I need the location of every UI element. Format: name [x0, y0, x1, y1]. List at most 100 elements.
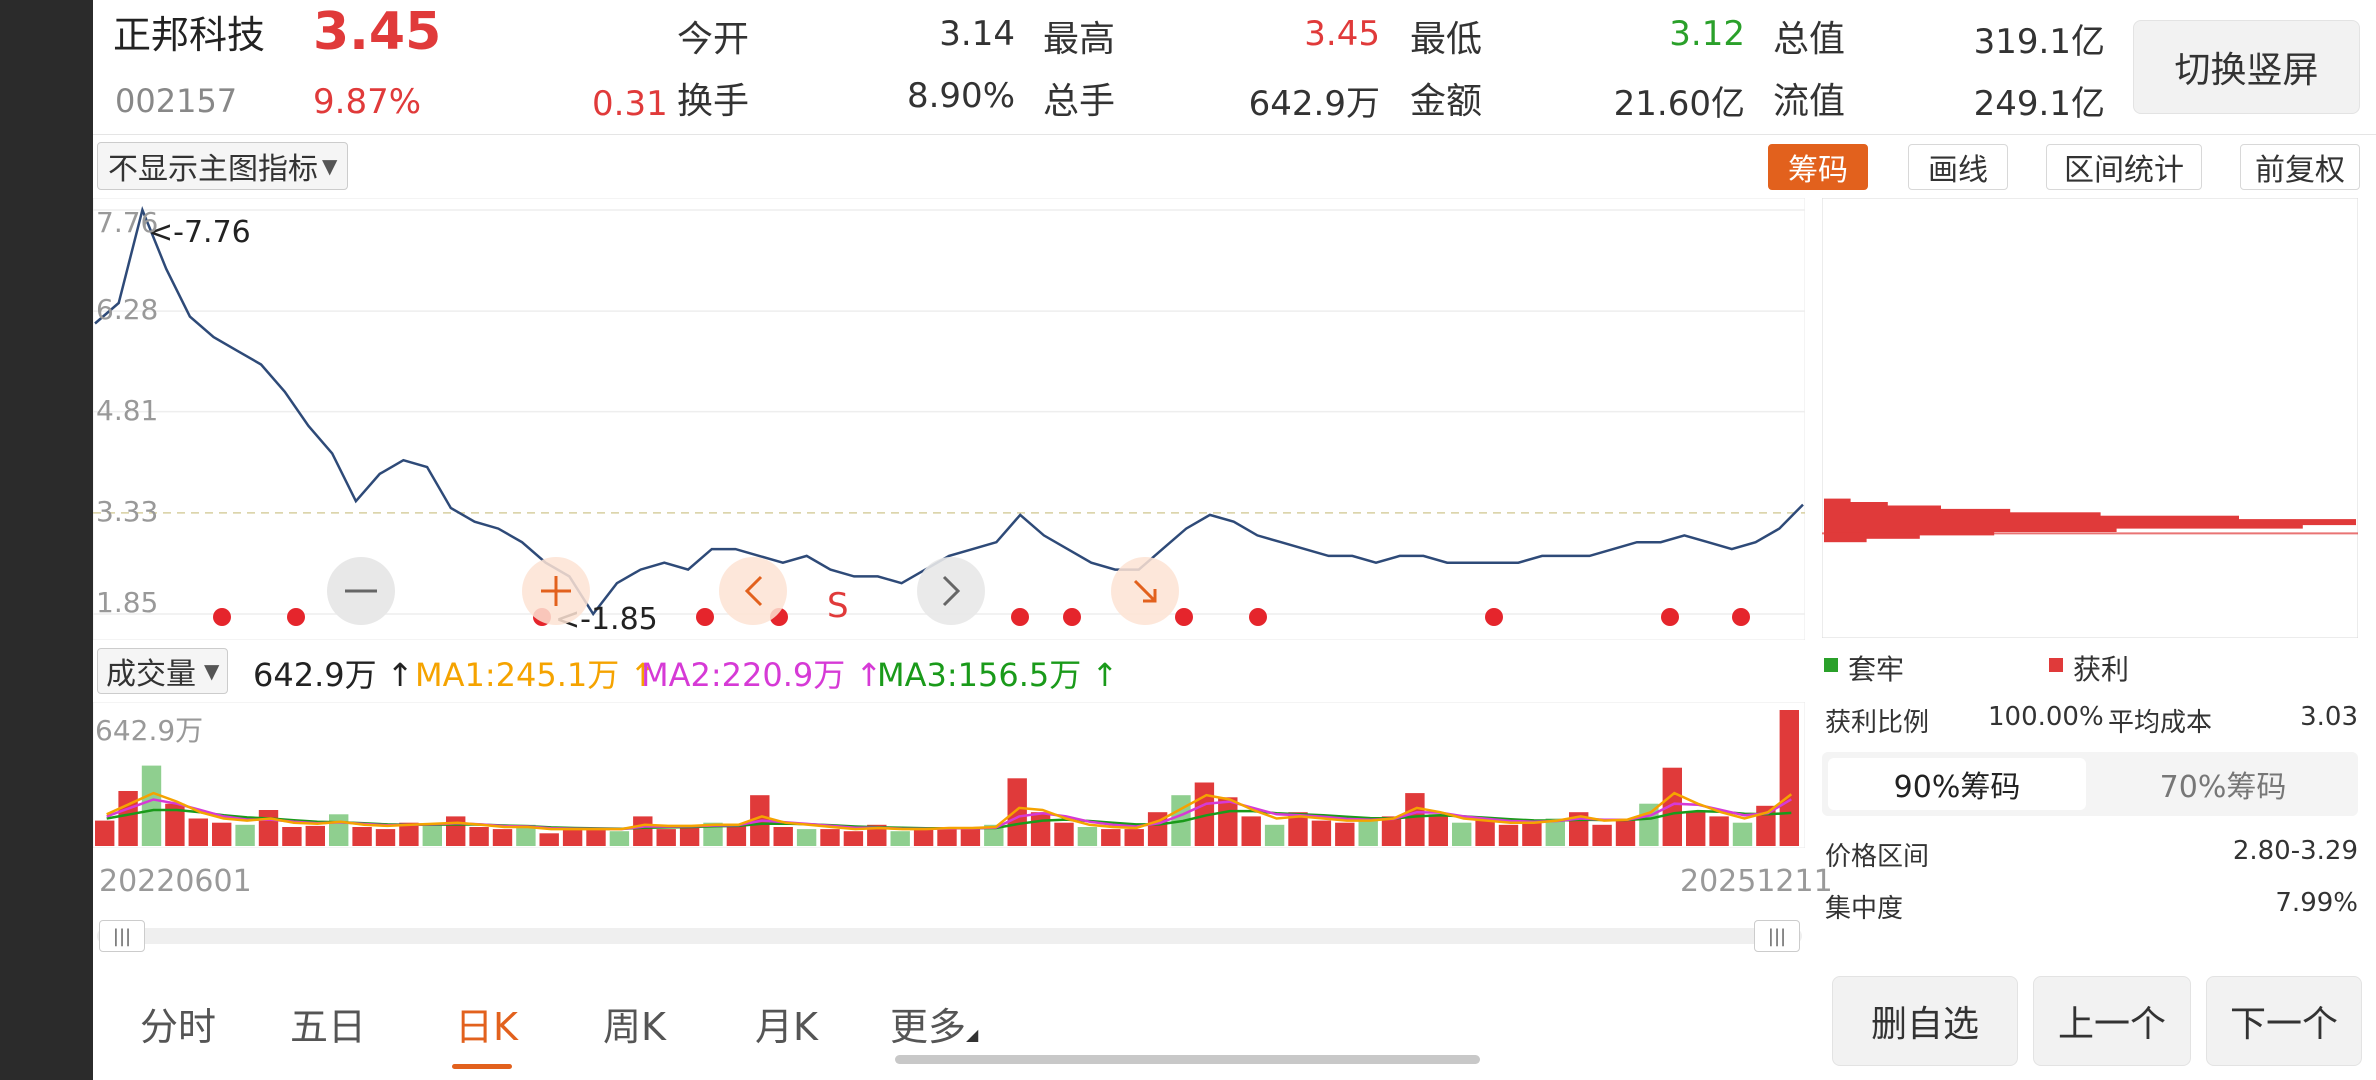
volume-dropdown-label: 成交量: [106, 657, 196, 692]
volume-bar: [1288, 812, 1308, 846]
indicator-dropdown[interactable]: 不显示主图指标 ▼: [97, 142, 349, 190]
volume-bar: [1007, 778, 1027, 846]
volume-chart[interactable]: 642.9万: [93, 702, 1805, 848]
tab-chips-70[interactable]: 70%筹码: [2159, 770, 2287, 805]
volume-bar: [329, 814, 349, 846]
volume-bar: [1615, 818, 1636, 846]
price-chart[interactable]: S <-7.76 <-1.85: [93, 198, 1805, 640]
price-range-value: 2.80-3.29: [2232, 836, 2358, 866]
switch-portrait-button[interactable]: 切换竖屏: [2133, 20, 2360, 114]
previous-stock-button[interactable]: 上一个: [2033, 976, 2191, 1066]
volume-bar: [1756, 805, 1776, 846]
chip-bar: [1824, 498, 1851, 505]
tab-intraday[interactable]: 分时: [140, 1005, 217, 1049]
volume-bar: [1428, 814, 1448, 846]
ma3-label: MA3:156.5万: [877, 656, 1082, 694]
price-range-label: 价格区间: [1825, 842, 1930, 872]
volume-indicator-dropdown[interactable]: 成交量 ▼: [97, 648, 229, 694]
volume-bar: [843, 831, 864, 846]
jump-latest-button[interactable]: [1111, 557, 1179, 625]
amount-value: 21.60亿: [1613, 84, 1745, 124]
change-percent: 9.87%: [313, 82, 422, 122]
arrow-up-icon: ↑: [1091, 656, 1119, 694]
chip-chart-frame: [1822, 198, 2358, 638]
volume-bar: [586, 829, 606, 846]
zoom-out-button[interactable]: [327, 557, 395, 625]
ma1-label: MA1:245.1万: [415, 656, 620, 694]
total-cap-value: 319.1亿: [1973, 22, 2105, 62]
volume-bar: [703, 822, 723, 846]
range-right-handle[interactable]: |||: [1754, 920, 1800, 952]
volume-bar: [165, 803, 185, 846]
chips-button[interactable]: 筹码: [1768, 144, 1868, 190]
next-stock-button[interactable]: 下一个: [2206, 976, 2362, 1066]
signal-dot: [1485, 608, 1503, 626]
signal-dot: [1063, 608, 1081, 626]
signal-dot: [696, 608, 714, 626]
forward-adjust-button[interactable]: 前复权: [2240, 144, 2360, 190]
ma3-value: MA3:156.5万 ↑: [877, 650, 1118, 696]
tab-daily-k[interactable]: 日K: [455, 1005, 518, 1049]
volume-bar: [1405, 793, 1425, 846]
s-marker: S: [827, 586, 849, 626]
range-left-handle[interactable]: |||: [99, 920, 145, 952]
signal-dot: [1011, 608, 1029, 626]
price-axis-label: 6.28: [96, 293, 159, 327]
avg-cost-value: 3.03: [2300, 702, 2358, 732]
volume-bar: [726, 824, 747, 846]
profit-ratio-value: 100.00%: [1988, 702, 2104, 732]
volume-bar: [984, 824, 1004, 846]
volume-bar: [913, 829, 934, 846]
tab-five-day[interactable]: 五日: [290, 1005, 367, 1049]
range-scrollbar[interactable]: ||| |||: [97, 920, 1802, 952]
volume-bar: [492, 829, 513, 846]
turnover-value: 8.90%: [906, 76, 1015, 116]
volume-axis-max: 642.9万: [95, 714, 203, 747]
volume-bar: [633, 816, 653, 846]
draw-line-button[interactable]: 画线: [1908, 144, 2008, 190]
tab-chips-90[interactable]: 90%筹码: [1828, 758, 2086, 810]
corner-arrow-icon: ◢: [966, 1025, 979, 1044]
volume-bar: [773, 827, 793, 846]
ma2-label: MA2:220.9万: [641, 656, 846, 694]
volume-bar: [212, 822, 232, 846]
chip-tab-group: 90%筹码 70%筹码: [1822, 752, 2358, 816]
volume-bar: [1264, 824, 1285, 846]
volume-bar: [890, 831, 910, 846]
low-label: 最低: [1410, 19, 1483, 60]
trapped-legend-swatch: [1824, 658, 1838, 672]
volume-bar: [305, 825, 325, 846]
tab-more-label: 更多: [890, 1005, 967, 1049]
low-value: 3.12: [1669, 14, 1745, 54]
tab-weekly-k[interactable]: 周K: [603, 1005, 666, 1049]
remove-watchlist-button[interactable]: 删自选: [1832, 976, 2018, 1066]
scroll-right-button[interactable]: [917, 557, 985, 625]
float-cap-value: 249.1亿: [1973, 84, 2105, 124]
chip-bar: [1824, 515, 2239, 522]
ma2-value: MA2:220.9万 ↑: [641, 650, 882, 696]
range-stats-button[interactable]: 区间统计: [2046, 144, 2202, 190]
amount-label: 金额: [1410, 81, 1483, 122]
float-cap-label: 流值: [1773, 81, 1846, 122]
chip-bar: [1824, 526, 2117, 532]
price-axis-label: 4.81: [96, 393, 159, 427]
volume-bar: [796, 829, 817, 846]
volume-bar: [1381, 816, 1402, 846]
chip-bar: [1824, 532, 1920, 539]
stock-price: 3.45: [313, 2, 442, 62]
open-value: 3.14: [939, 14, 1015, 54]
volume-bar: [1545, 818, 1565, 846]
signal-dot: [1249, 608, 1267, 626]
arrow-up-icon: ↑: [386, 656, 414, 694]
volume-bar: [1311, 820, 1332, 846]
open-label: 今开: [677, 19, 750, 60]
price-grid: [93, 209, 1805, 615]
volume-bar: [1498, 824, 1519, 846]
tab-more[interactable]: 更多◢: [890, 996, 978, 1051]
volume-bar: [937, 827, 957, 846]
tab-monthly-k[interactable]: 月K: [755, 1005, 818, 1049]
scroll-left-button[interactable]: [719, 557, 787, 625]
volume-bar: [141, 765, 162, 846]
volume-bar: [1358, 820, 1378, 846]
zoom-in-button[interactable]: [522, 557, 590, 625]
